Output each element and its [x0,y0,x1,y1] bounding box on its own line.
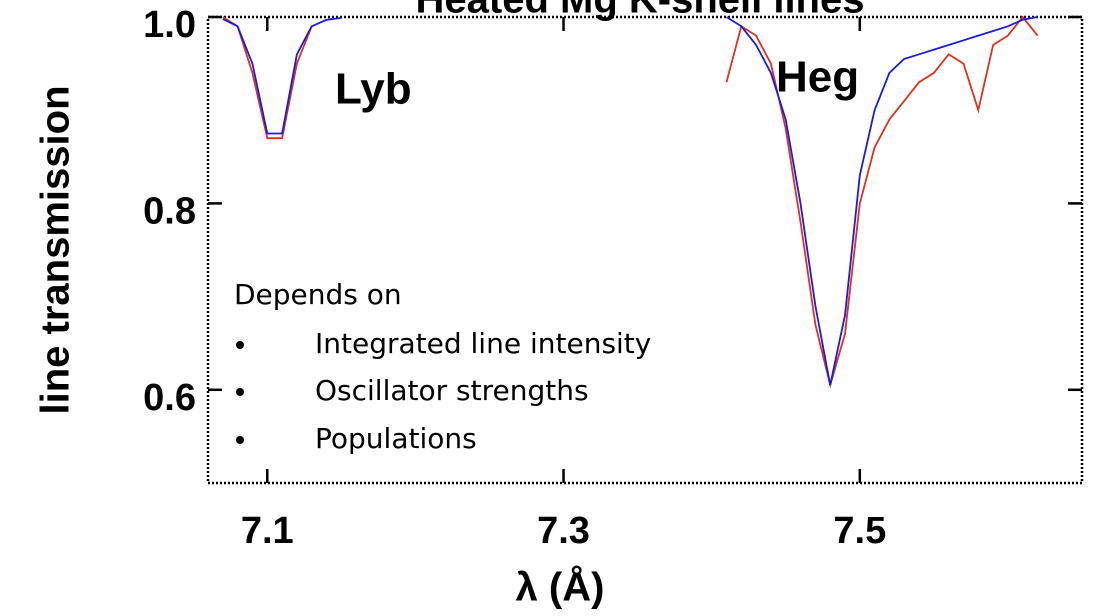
annotation: Oscillator strengths [315,374,589,407]
x-tick-label: 7.1 [241,510,294,552]
annotation: Populations [315,422,477,455]
annotation: Heg [776,53,859,102]
chart-title: Heated Mg K-shell lines [416,0,865,22]
annotation: Lyb [335,65,412,114]
bullet [236,388,244,396]
y-tick-label: 0.6 [143,377,196,419]
y-axis-label: line transmission [34,86,78,415]
bullet [236,341,244,349]
plot-area [222,15,1039,389]
annotation: Integrated line intensity [315,327,651,360]
y-tick-label: 0.8 [143,190,196,232]
x-axis-label: λ (Å) [516,565,605,610]
y-tick-label: 1.0 [143,4,196,46]
x-tick-label: 7.5 [833,510,886,552]
annotation: Depends on [234,278,402,311]
plot-frame [206,15,1084,485]
x-tick-label: 7.3 [537,510,590,552]
bullet [236,436,244,444]
data-line [222,16,1038,386]
